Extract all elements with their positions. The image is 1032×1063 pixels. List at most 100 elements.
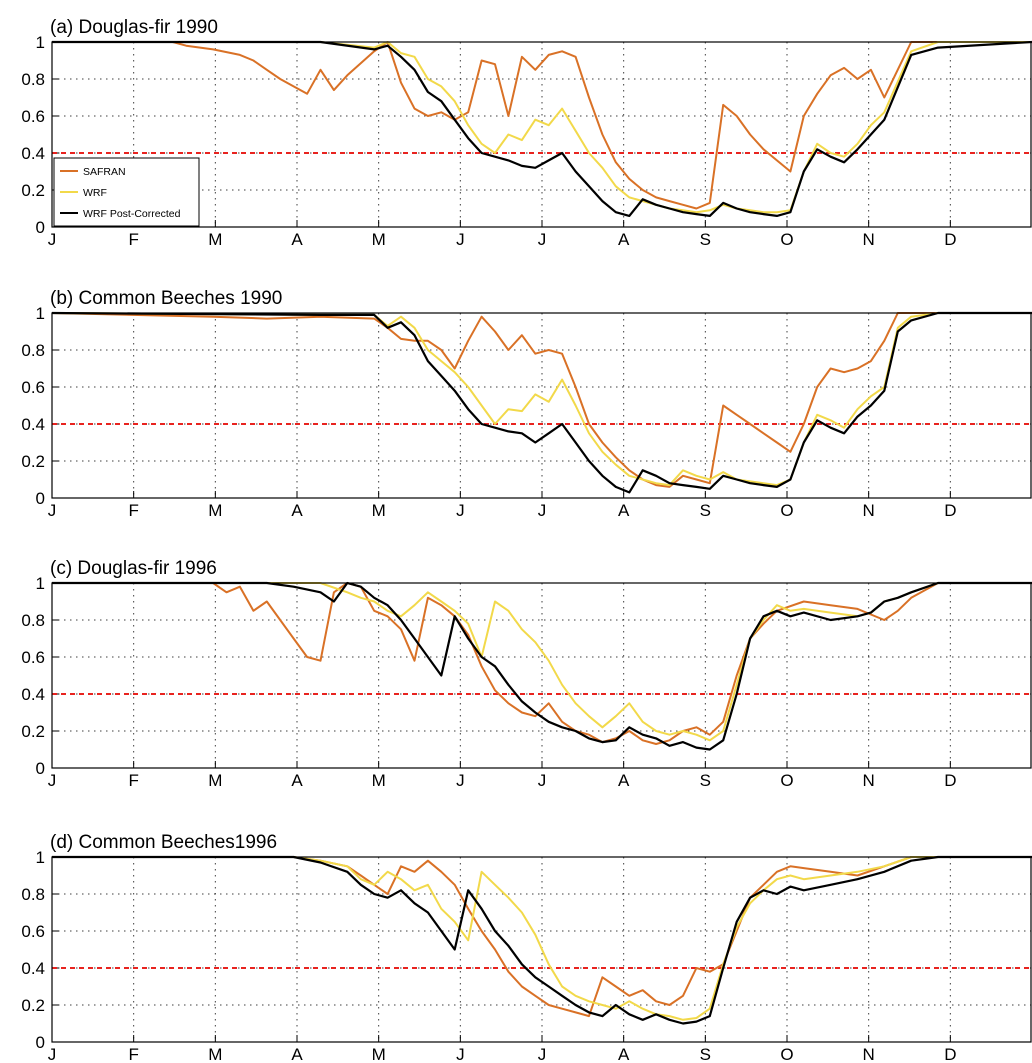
y-tick-label: 0	[36, 1033, 45, 1052]
y-tick-label: 0	[36, 759, 45, 778]
y-tick-label: 0.6	[21, 922, 45, 941]
axes-frame	[51, 41, 1032, 228]
x-tick-label: M	[372, 1045, 386, 1063]
legend-label: SAFRAN	[83, 166, 126, 178]
x-tick-label: N	[863, 1045, 875, 1063]
x-tick-label: A	[618, 1045, 630, 1063]
x-tick-label: A	[291, 230, 303, 249]
y-tick-label: 0.4	[21, 144, 45, 163]
x-tick-label: J	[456, 1045, 465, 1063]
chart-panel: (c) Douglas-fir 1996 0 0.2 0.4 0.6 0.8 1 J F M A M J…	[21, 558, 1032, 790]
y-tick-label: 0.4	[21, 415, 45, 434]
y-tick-label: 0.8	[21, 885, 45, 904]
x-tick-label: D	[944, 771, 956, 790]
x-tick-label: A	[291, 771, 303, 790]
series-line	[52, 311, 1032, 494]
x-tick-label: J	[48, 1045, 57, 1063]
axes-frame	[51, 312, 1032, 499]
x-tick-label: J	[48, 501, 57, 520]
panel-title: (c) Douglas-fir 1996	[50, 558, 217, 579]
legend-label: WRF	[83, 187, 107, 199]
x-tick-label: J	[456, 230, 465, 249]
y-tick-label: 0.2	[21, 996, 45, 1015]
y-tick-label: 0.4	[21, 685, 45, 704]
x-tick-label: A	[291, 501, 303, 520]
x-tick-label: O	[780, 230, 793, 249]
y-tick-label: 1	[36, 848, 45, 867]
x-tick-label: S	[700, 1045, 711, 1063]
x-tick-label: J	[48, 230, 57, 249]
x-tick-label: D	[944, 230, 956, 249]
x-tick-label: O	[780, 1045, 793, 1063]
y-tick-label: 0	[36, 218, 45, 237]
panel-title: (a) Douglas-fir 1990	[50, 17, 218, 38]
x-tick-label: O	[780, 771, 793, 790]
y-tick-label: 0.8	[21, 611, 45, 630]
x-tick-label: S	[700, 771, 711, 790]
legend: SAFRAN WRF WRF Post-Corrected	[53, 157, 200, 227]
x-tick-label: J	[538, 230, 547, 249]
x-tick-label: A	[291, 1045, 303, 1063]
x-tick-label: M	[208, 1045, 222, 1063]
x-tick-label: D	[944, 501, 956, 520]
x-tick-label: F	[128, 230, 138, 249]
chart-panel: (d) Common Beeches1996 0 0.2 0.4 0.6 0.8 1 J F M A…	[21, 832, 1032, 1063]
series-line	[52, 856, 1032, 1018]
x-tick-label: N	[863, 230, 875, 249]
x-tick-label: J	[456, 771, 465, 790]
series-line	[52, 312, 1032, 487]
series-group	[52, 855, 1032, 1025]
y-tick-label: 1	[36, 304, 45, 323]
series-line	[52, 581, 1032, 751]
legend-box	[53, 157, 200, 227]
x-tick-label: S	[700, 230, 711, 249]
x-tick-label: S	[700, 501, 711, 520]
x-tick-label: J	[48, 771, 57, 790]
x-tick-label: M	[208, 501, 222, 520]
series-line	[52, 855, 1032, 1025]
x-tick-label: F	[128, 771, 138, 790]
x-tick-label: M	[372, 230, 386, 249]
chart-panel: (a) Douglas-fir 1990 0 0.2 0.4 0.6 0.8 1 J F M A M J…	[21, 17, 1032, 249]
series-line	[52, 41, 1032, 214]
series-line	[52, 582, 1032, 745]
series-group	[52, 40, 1032, 217]
x-tick-label: M	[372, 501, 386, 520]
series-line	[52, 40, 1032, 217]
y-tick-label: 0.2	[21, 722, 45, 741]
x-tick-label: A	[618, 501, 630, 520]
x-tick-label: F	[128, 1045, 138, 1063]
series-group	[52, 581, 1032, 751]
x-tick-label: M	[372, 771, 386, 790]
x-tick-label: F	[128, 501, 138, 520]
y-tick-label: 0.2	[21, 452, 45, 471]
series-line	[52, 312, 1032, 488]
x-tick-label: J	[538, 771, 547, 790]
y-tick-label: 1	[36, 33, 45, 52]
x-tick-label: N	[863, 501, 875, 520]
axes-frame	[51, 856, 1032, 1043]
x-tick-label: O	[780, 501, 793, 520]
x-tick-label: J	[538, 1045, 547, 1063]
y-tick-label: 1	[36, 574, 45, 593]
y-tick-label: 0.6	[21, 107, 45, 126]
series-line	[52, 856, 1032, 1021]
series-line	[52, 582, 1032, 742]
series-line	[52, 41, 1032, 210]
chart-panel: (b) Common Beeches 1990 0 0.2 0.4 0.6 0.8 1 J F M…	[21, 288, 1032, 520]
y-tick-label: 0.4	[21, 959, 45, 978]
x-tick-label: D	[944, 1045, 956, 1063]
panel-title: (d) Common Beeches1996	[50, 832, 277, 853]
y-tick-label: 0	[36, 489, 45, 508]
y-tick-label: 0.6	[21, 378, 45, 397]
y-tick-label: 0.6	[21, 648, 45, 667]
x-tick-label: N	[863, 771, 875, 790]
x-tick-label: A	[618, 230, 630, 249]
panel-title: (b) Common Beeches 1990	[50, 288, 282, 309]
x-tick-label: M	[208, 230, 222, 249]
legend-label: WRF Post-Corrected	[83, 208, 181, 220]
axes-frame	[51, 582, 1032, 769]
y-tick-label: 0.8	[21, 70, 45, 89]
x-tick-label: A	[618, 771, 630, 790]
